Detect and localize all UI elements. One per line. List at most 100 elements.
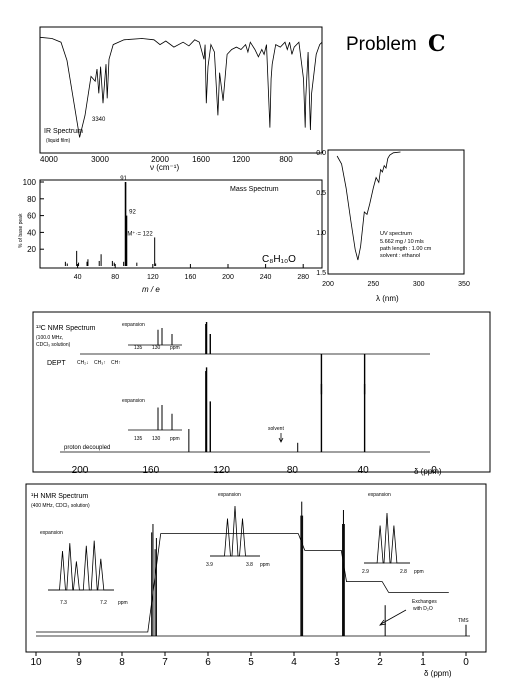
hnmr-title: ¹H NMR Spectrum [31, 493, 88, 500]
cnmr-subtitle: (100.0 MHz, [36, 335, 63, 341]
uv-y-tick-label: 1.0 [316, 230, 326, 237]
ir-title: IR Spectrum [44, 128, 83, 135]
ms-annotation: 91 [120, 176, 127, 182]
dept-label: DEPT [47, 360, 66, 367]
uv-trace [336, 151, 401, 261]
solvent-label: solvent [268, 426, 284, 432]
hnmr-x-tick-label: 1 [420, 657, 426, 668]
uv-detail: path length : 1.00 cm [380, 246, 432, 252]
ms-y-tick-label: 60 [27, 212, 36, 221]
dept-legend-ch2: CH₂↓ [77, 360, 89, 366]
uv-x-tick-label: 300 [413, 281, 425, 288]
dept-expansion-ticks: 135 130 ppm [134, 345, 180, 351]
exp-tick: 135 [134, 345, 143, 351]
decoupled-expansion-label: expansion [122, 398, 145, 404]
cnmr-x-tick-label: 0 [431, 465, 437, 476]
hnmr-x-label: δ (ppm) [424, 669, 452, 678]
ms-title: Mass Spectrum [230, 186, 279, 193]
ms-formula: C₈H₁₀O [262, 254, 296, 265]
hnmr-x-tick-label: 5 [248, 657, 254, 668]
cnmr-title: ¹³C NMR Spectrum [36, 325, 96, 332]
uv-frame [327, 149, 465, 275]
ms-annotation: 92 [129, 210, 136, 216]
ms-annotation: M⁺·= 122 [127, 230, 153, 237]
exp-tick: 3.9 [206, 562, 213, 568]
ir-peak-label: 3340 [92, 117, 106, 123]
ms-x-tick-label: 40 [74, 274, 82, 281]
hnmr-x-tick-label: 2 [377, 657, 383, 668]
hnmr-x-tick-label: 7 [162, 657, 168, 668]
hnmr-peaks [36, 501, 470, 637]
ir-subtitle: (liquid film) [46, 138, 71, 144]
ir-tick-label: 2000 [151, 155, 169, 164]
cnmr-x-tick-labels: 200 160 120 80 40 0 [72, 465, 438, 476]
ms-y-tick-label: 80 [27, 195, 36, 204]
cnmr-frame [32, 311, 491, 473]
problem-letter: C [428, 31, 446, 57]
exp-tick: ppm [414, 569, 424, 575]
ms-x-label: m / e [142, 285, 160, 294]
exp-tick: ppm [170, 345, 180, 351]
hnmr-expansions [48, 505, 410, 591]
cnmr-x-tick-label: 200 [72, 465, 89, 476]
hnmr-x-tick-labels: 10 9 8 7 6 5 4 3 2 1 0 [30, 652, 469, 668]
uv-y-tick-labels: 0.0 0.5 1.0 1.5 [316, 150, 326, 277]
exchange-note: Exchanges [412, 599, 437, 605]
expansion-aromatic-trace [48, 540, 114, 591]
ms-x-tick-label: 120 [147, 274, 159, 281]
uv-x-tick-labels: 200 250 300 350 [322, 281, 470, 288]
uv-y-tick-label: 0.0 [316, 150, 326, 157]
hnmr-x-tick-label: 9 [76, 657, 82, 668]
expansion-28-ticks: 2.9 2.8 ppm [362, 569, 424, 575]
tms-label: TMS [458, 618, 469, 624]
exp-tick: 7.3 [60, 600, 67, 606]
hnmr-expansion-label-28: expansion [368, 492, 391, 498]
hnmr-x-tick-label: 10 [30, 657, 42, 668]
hnmr-x-tick-label: 3 [334, 657, 340, 668]
ir-tick-label: 1200 [232, 155, 250, 164]
ms-x-tick-label: 160 [185, 274, 197, 281]
ms-y-tick-label: 100 [23, 178, 37, 187]
exp-tick: ppm [260, 562, 270, 568]
hnmr-x-tick-label: 6 [205, 657, 211, 668]
exp-tick: 135 [134, 436, 143, 442]
ms-x-tick-labels: 40 80 120 160 200 240 280 [74, 264, 309, 281]
hnmr-subtitle: (400 MHz, CDCl₃ solution) [31, 503, 90, 509]
ir-tick-label: 800 [279, 155, 293, 164]
uv-detail: solvent : ethanol [380, 253, 420, 259]
decoupled-expansion-ticks: 135 130 ppm [134, 436, 180, 442]
c13-nmr-chart: ¹³C NMR Spectrum (100.0 MHz, CDCl₃ solut… [32, 311, 491, 476]
cnmr-x-tick-label: 120 [213, 465, 230, 476]
hnmr-x-tick-label: 8 [119, 657, 125, 668]
cnmr-x-tick-label: 160 [142, 465, 159, 476]
exp-tick: 2.9 [362, 569, 369, 575]
ir-tick-label: 1600 [192, 155, 210, 164]
ir-x-label: ν (cm⁻¹) [150, 163, 179, 172]
hnmr-expansion-label-aromatic: expansion [40, 530, 63, 536]
ms-x-tick-label: 240 [260, 274, 272, 281]
dept-legend-ch: CH↑ [111, 360, 121, 366]
uv-y-tick-label: 1.5 [316, 270, 326, 277]
uv-spectrum-chart: UV spectrum 5.662 mg / 10 mls path lengt… [316, 149, 470, 303]
ir-tick-labels: 4000 3000 2000 1600 1200 800 [40, 155, 293, 164]
exp-tick: 3.8 [246, 562, 253, 568]
dept-legend-ch3: CH₃↑ [94, 360, 106, 366]
uv-y-tick-label: 0.5 [316, 190, 326, 197]
uv-detail: 5.662 mg / 10 mls [380, 239, 424, 245]
exp-tick: 2.8 [400, 569, 407, 575]
exp-tick: 7.2 [100, 600, 107, 606]
cnmr-peaks [60, 322, 430, 453]
exp-tick: ppm [170, 436, 180, 442]
mass-spectrum-chart: Mass Spectrum % of base peak C₈H₁₀O m / … [18, 176, 323, 294]
cnmr-x-tick-label: 40 [358, 465, 370, 476]
exchange-note: with D₂O [413, 606, 433, 612]
exp-tick: 130 [152, 345, 161, 351]
expansion-28-trace [364, 512, 410, 564]
hnmr-frame [25, 483, 487, 653]
uv-x-tick-label: 350 [458, 281, 470, 288]
uv-x-tick-label: 250 [367, 281, 379, 288]
problem-label: Problem [346, 34, 417, 55]
ms-x-tick-label: 200 [222, 274, 234, 281]
uv-x-label: λ (nm) [376, 294, 399, 303]
hnmr-integration-trace [36, 533, 449, 633]
